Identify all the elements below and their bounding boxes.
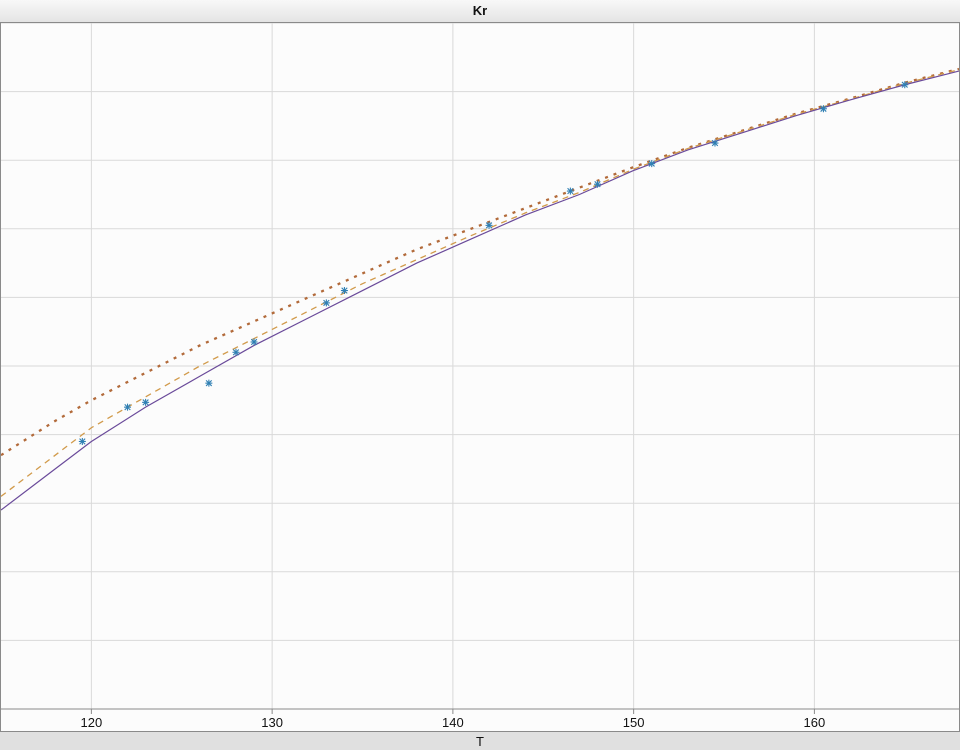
scatter-marker <box>341 287 348 294</box>
scatter-marker <box>205 380 212 387</box>
scatter-marker <box>323 299 330 306</box>
x-tick-label: 150 <box>623 715 645 730</box>
series-dotted <box>1 69 959 455</box>
series-solid <box>1 71 959 510</box>
figure-window: Kr 120 130 140 150 160 T <box>0 0 960 750</box>
plot-area: 120 130 140 150 160 <box>0 22 960 732</box>
x-tick-label: 140 <box>442 715 464 730</box>
scatter-marker <box>124 404 131 411</box>
x-tick-label: 130 <box>261 715 283 730</box>
scatter-marker <box>594 181 601 188</box>
scatter-marker <box>820 105 827 112</box>
x-tick-label: 120 <box>81 715 103 730</box>
scatter-marker <box>486 222 493 229</box>
scatter-marker <box>901 81 908 88</box>
x-axis-label: T <box>0 734 960 749</box>
scatter-marker <box>251 338 258 345</box>
scatter-marker <box>142 399 149 406</box>
scatter-marker <box>232 349 239 356</box>
scatter-marker <box>648 160 655 167</box>
chart-title: Kr <box>0 3 960 18</box>
plot-svg: 120 130 140 150 160 <box>1 23 959 731</box>
series-dashed <box>1 70 959 497</box>
scatter-marker <box>711 140 718 147</box>
scatter-marker <box>79 438 86 445</box>
scatter-marker <box>567 188 574 195</box>
x-tick-label: 160 <box>804 715 826 730</box>
